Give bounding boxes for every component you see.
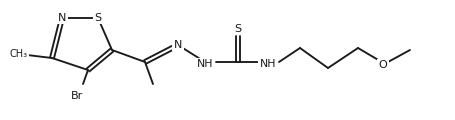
Text: NH: NH xyxy=(196,59,213,69)
Text: S: S xyxy=(94,13,101,23)
Text: NH: NH xyxy=(259,59,276,69)
Text: Br: Br xyxy=(71,91,83,101)
Text: O: O xyxy=(378,60,387,70)
Text: S: S xyxy=(234,24,241,34)
Text: CH₃: CH₃ xyxy=(10,49,28,59)
Text: N: N xyxy=(173,40,182,50)
Text: N: N xyxy=(58,13,66,23)
